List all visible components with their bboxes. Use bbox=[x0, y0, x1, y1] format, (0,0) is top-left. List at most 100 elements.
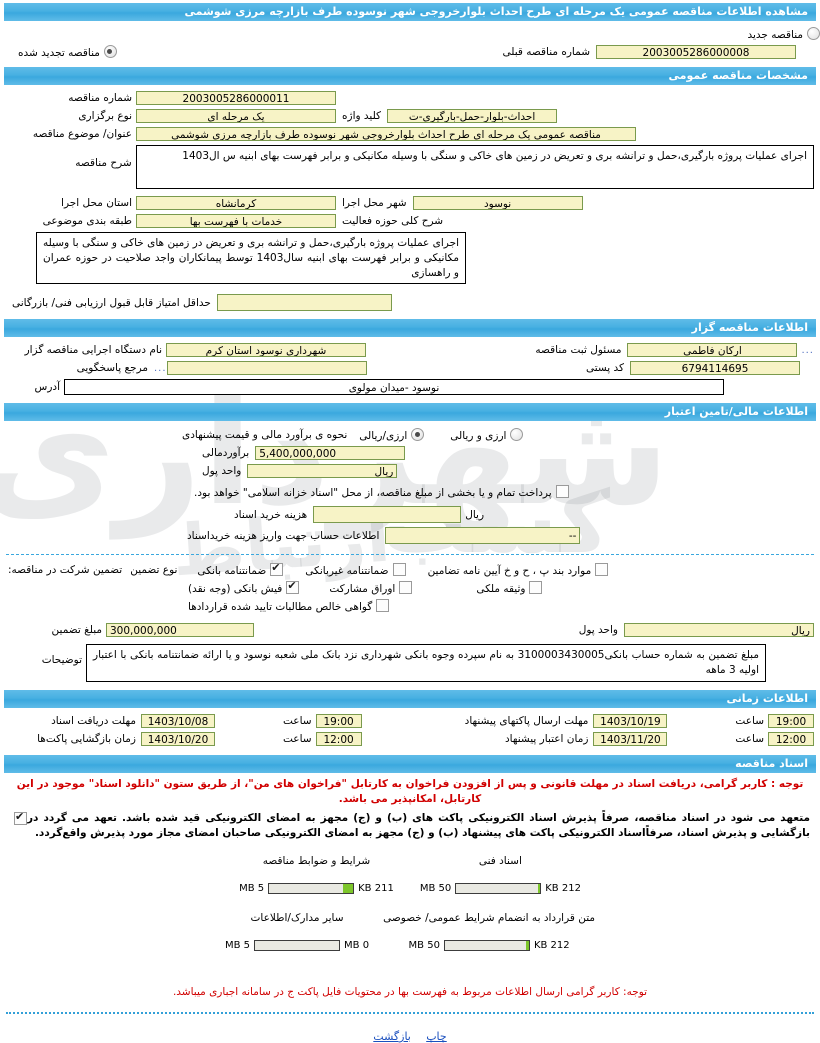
category-field[interactable]: خدمات با فهرست بها bbox=[136, 214, 336, 228]
radio-rial-icon[interactable] bbox=[411, 428, 425, 441]
guarantee-currency-label: واحد پول bbox=[578, 624, 618, 636]
guarantee-amount-field[interactable]: 300,000,000 bbox=[106, 623, 254, 637]
subject-label: عنوان/ موضوع مناقصه bbox=[32, 128, 132, 140]
guarantee-section: موارد بند پ ، ح و خ آیین نامه تضامین ضما… bbox=[0, 559, 820, 686]
guarantee-option-2-checkbox[interactable] bbox=[392, 563, 406, 576]
document-max-technical: 50 MB bbox=[419, 883, 452, 894]
row-location: نوسود شهر محل اجرا کرمانشاه استان محل اج… bbox=[6, 194, 814, 212]
agency-field[interactable]: شهرداری نوسود استان کرم bbox=[166, 343, 366, 357]
row-contact: 6794114695 کد پستی ... مرجع پاسخگویی bbox=[6, 359, 814, 377]
documents-red-note: توجه : کاربر گرامی، دریافت اسناد در مهلت… bbox=[16, 778, 804, 805]
timing-date-1-field[interactable]: 1403/10/08 bbox=[141, 714, 215, 728]
guarantee-option-4[interactable]: فیش بانکی (وجه نقد) bbox=[188, 579, 300, 595]
guarantee-option-5-checkbox[interactable] bbox=[399, 581, 413, 594]
guarantee-option-1[interactable]: ضمانتنامه بانکی bbox=[197, 561, 284, 577]
registrar-more-icon[interactable]: ... bbox=[801, 344, 814, 356]
commitment-checkbox[interactable] bbox=[14, 810, 27, 825]
guarantee-option-5[interactable]: اوراق مشارکت bbox=[329, 581, 413, 595]
treasury-note-checkbox[interactable] bbox=[555, 485, 569, 498]
category-label: طبقه بندی موضوعی bbox=[42, 215, 132, 227]
radio-new-label: مناقصه جدید bbox=[747, 29, 803, 41]
document-used-other: 0 MB bbox=[344, 940, 370, 951]
document-used-technical: 212 KB bbox=[545, 883, 581, 894]
description-field[interactable]: اجرای عملیات پروژه بارگیری،حمل و ترانشه … bbox=[135, 145, 814, 189]
timing-date-4-field[interactable]: 1403/11/20 bbox=[593, 732, 668, 746]
guarantee-option-4-checkbox[interactable] bbox=[286, 579, 300, 594]
row-agency: ... ارکان فاطمی مسئول ثبت مناقصه شهرداری… bbox=[6, 341, 814, 359]
contact-more-icon[interactable]: ... bbox=[154, 362, 167, 374]
doc-cost-field[interactable] bbox=[313, 506, 462, 523]
guarantee-currency-field[interactable]: ریال bbox=[624, 623, 814, 637]
contact-field[interactable] bbox=[166, 361, 367, 375]
section-header-timing: اطلاعات زمانی bbox=[4, 690, 816, 708]
radio-tender-new[interactable]: مناقصه جدید bbox=[747, 27, 820, 41]
document-used-terms: 211 KB bbox=[358, 883, 394, 894]
account-info-field[interactable]: -- bbox=[385, 527, 581, 544]
timing-row-2: 12:00 ساعت 1403/11/20 زمان اعتبار پیشنها… bbox=[6, 730, 814, 748]
radio-rial-label: ارزی/ریالی bbox=[359, 430, 408, 442]
address-field[interactable]: نوسود -میدان مولوی bbox=[64, 379, 724, 395]
city-field[interactable]: نوسود bbox=[412, 196, 583, 210]
timing-date-2-field[interactable]: 1403/10/20 bbox=[141, 732, 215, 746]
back-link[interactable]: بازگشت bbox=[373, 1030, 411, 1043]
commitment-row[interactable]: متعهد می شود در اسناد مناقصه، صرفاً پذیر… bbox=[10, 810, 810, 841]
guarantee-option-6-checkbox[interactable] bbox=[529, 581, 543, 594]
guarantee-option-1-checkbox[interactable] bbox=[270, 561, 284, 576]
guarantee-option-7-checkbox[interactable] bbox=[376, 599, 390, 612]
page-root: مشاهده اطلاعات مناقصه عمومی یک مرحله ای … bbox=[0, 3, 820, 1043]
guarantee-explanation-field[interactable]: مبلغ تضمین به شماره حساب بانکی3100003430… bbox=[86, 644, 766, 682]
timing-time-4-field[interactable]: 12:00 bbox=[768, 732, 814, 746]
holding-type-label: نوع برگزاری bbox=[78, 110, 132, 122]
registrar-field[interactable]: ارکان فاطمی bbox=[627, 343, 798, 357]
radio-tender-renewed[interactable]: مناقصه تجدید شده bbox=[0, 45, 117, 59]
progress-bar-other bbox=[254, 940, 341, 951]
min-score-field[interactable] bbox=[216, 294, 392, 311]
previous-tender-number-label: شماره مناقصه قبلی bbox=[502, 46, 590, 58]
currency-unit-field[interactable]: ریال bbox=[247, 464, 398, 478]
radio-rial[interactable]: ارزی/ریالی bbox=[359, 428, 425, 442]
row-min-score: حداقل امتیاز قابل قبول ارزیابی فنی/ بازر… bbox=[6, 292, 814, 313]
guarantee-option-3-checkbox[interactable] bbox=[595, 563, 609, 576]
document-title-contract: متن قرارداد به انضمام شرایط عمومی/ خصوصی bbox=[383, 912, 596, 924]
document-max-terms: 5 MB bbox=[239, 883, 265, 894]
guarantee-option-7[interactable]: گواهی خالص مطالبات تایید شده قراردادها bbox=[188, 599, 390, 613]
keyword-field[interactable]: احداث-بلوار-حمل-بارگیری-ت bbox=[387, 109, 558, 123]
holding-type-field[interactable]: یک مرحله ای bbox=[136, 109, 336, 123]
account-info-label: اطلاعات حساب جهت واریز هزینه خریداسناد bbox=[187, 529, 380, 542]
timing-time-2-field[interactable]: 12:00 bbox=[315, 732, 362, 746]
row-subject: مناقصه عمومی یک مرحله ای طرح احداث بلوار… bbox=[6, 125, 814, 143]
doc-cost-currency-label: ریال bbox=[465, 508, 485, 521]
radio-rial-and-currency-icon[interactable] bbox=[510, 428, 524, 441]
radio-renewed-icon[interactable] bbox=[103, 45, 117, 58]
row-account-info: -- اطلاعات حساب جهت واریز هزینه خریداسنا… bbox=[6, 525, 814, 546]
radio-new-icon[interactable] bbox=[807, 27, 820, 40]
radio-rial-and-currency[interactable]: ارزی و ریالی bbox=[450, 428, 524, 442]
print-link[interactable]: چاپ bbox=[426, 1030, 447, 1043]
document-row-1: اسناد فنی 212 KB 50 MB شرایط و ضوابط منا… bbox=[10, 855, 810, 894]
tender-number-field[interactable]: 2003005286000011 bbox=[136, 91, 336, 105]
guarantee-option-3[interactable]: موارد بند پ ، ح و خ آیین نامه تضامین bbox=[428, 563, 609, 577]
timing-date-3-field[interactable]: 1403/10/19 bbox=[593, 714, 668, 728]
contact-label: مرجع پاسخگویی bbox=[76, 362, 148, 374]
document-slot-contract: متن قرارداد به انضمام شرایط عمومی/ خصوصی… bbox=[383, 912, 595, 951]
estimate-field[interactable]: 5,400,000,000 bbox=[255, 446, 406, 460]
guarantee-option-2[interactable]: ضمانتنامه غیربانکی bbox=[305, 563, 406, 577]
timing-time-1-field[interactable]: 19:00 bbox=[315, 714, 362, 728]
previous-tender-number-field[interactable]: 2003005286000008 bbox=[596, 45, 796, 59]
timing-label-4: زمان اعتبار پیشنهاد bbox=[505, 733, 589, 745]
row-guarantee-line1: موارد بند پ ، ح و خ آیین نامه تضامین ضما… bbox=[6, 561, 814, 579]
row-estimate-method: ارزی و ریالی ارزی/ریالی نحوه ی برآورد ما… bbox=[6, 426, 814, 444]
subject-field[interactable]: مناقصه عمومی یک مرحله ای طرح احداث بلوار… bbox=[136, 127, 636, 141]
postal-code-field[interactable]: 6794114695 bbox=[630, 361, 800, 375]
treasury-note[interactable]: پرداخت تمام و یا بخشی از مبلغ مناقصه، از… bbox=[194, 485, 569, 499]
documents-section: توجه : کاربر گرامی، دریافت اسناد در مهلت… bbox=[0, 773, 820, 1002]
province-field[interactable]: کرمانشاه bbox=[136, 196, 336, 210]
guarantee-participation-label: تضمین شرکت در مناقصه: bbox=[8, 564, 123, 576]
progress-fill-terms bbox=[343, 884, 354, 893]
activity-scope-field[interactable]: اجرای عملیات پروژه بارگیری،حمل و ترانشه … bbox=[36, 232, 466, 284]
address-label: آدرس bbox=[34, 381, 60, 393]
guarantee-option-6[interactable]: وثیقه ملکی bbox=[476, 581, 543, 595]
timing-time-3-field[interactable]: 19:00 bbox=[768, 714, 814, 728]
commitment-text: متعهد می شود در اسناد مناقصه، صرفاً پذیر… bbox=[27, 812, 810, 839]
row-guarantee-explanation: مبلغ تضمین به شماره حساب بانکی3100003430… bbox=[6, 642, 814, 684]
